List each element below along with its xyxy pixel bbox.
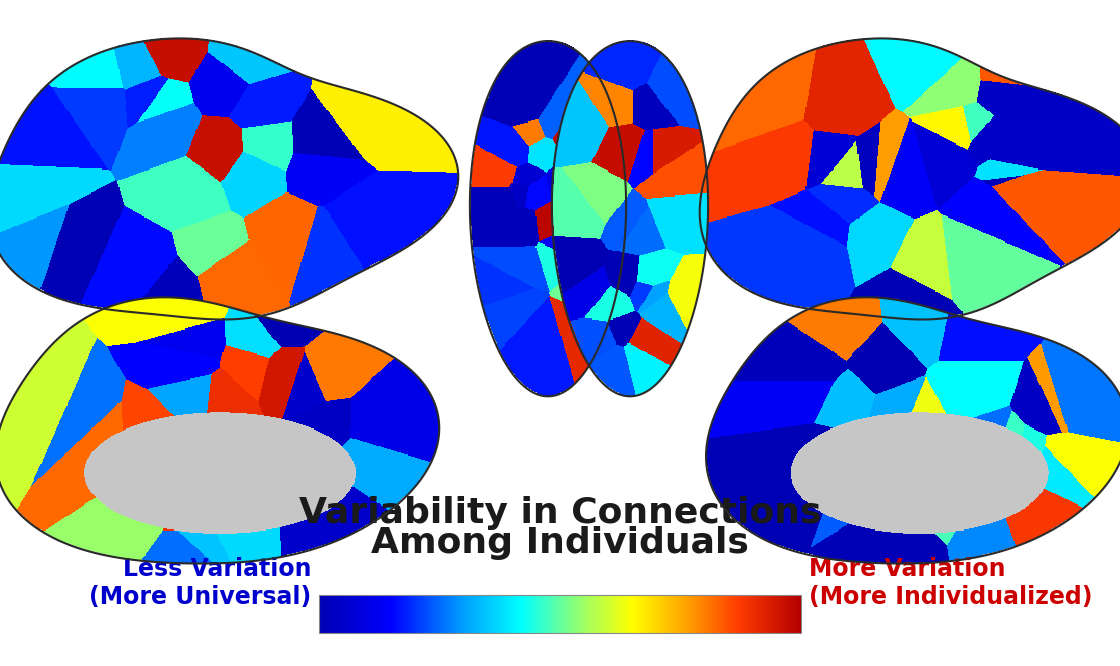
Text: (More Universal): (More Universal) — [88, 585, 311, 609]
Polygon shape — [470, 41, 626, 396]
Polygon shape — [552, 41, 708, 396]
Polygon shape — [706, 297, 1120, 563]
Text: Less Variation: Less Variation — [123, 557, 311, 581]
Polygon shape — [0, 39, 458, 320]
Polygon shape — [700, 39, 1120, 320]
Text: Among Individuals: Among Individuals — [371, 526, 749, 560]
Text: Variability in Connections: Variability in Connections — [299, 496, 821, 530]
Polygon shape — [0, 297, 439, 563]
Text: (More Individualized): (More Individualized) — [809, 585, 1092, 609]
Text: More Variation: More Variation — [809, 557, 1006, 581]
Bar — [319, 595, 801, 633]
